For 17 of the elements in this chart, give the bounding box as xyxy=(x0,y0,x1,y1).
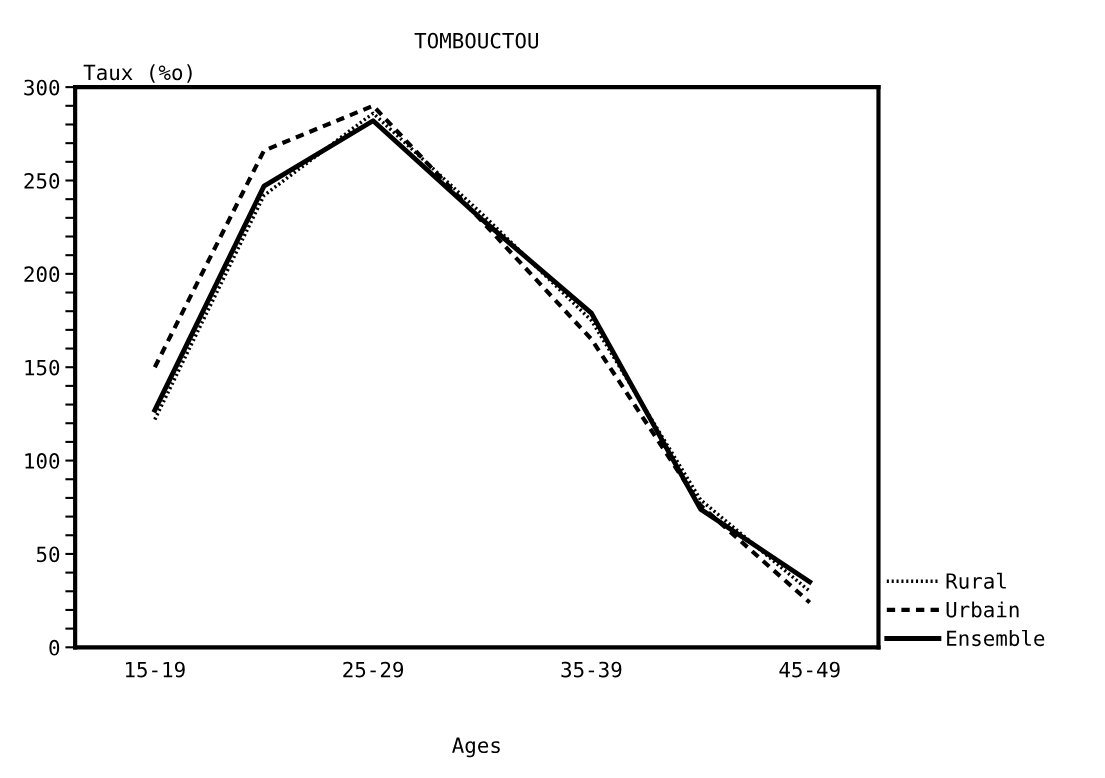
legend-label: Rural xyxy=(946,572,1006,589)
x-axis-title: Ages xyxy=(452,737,500,758)
y-tick-label: 200 xyxy=(24,266,60,283)
chart-title: TOMBOUCTOU xyxy=(414,32,539,49)
y-tick-label: 50 xyxy=(36,546,60,563)
y-tick-label: 250 xyxy=(24,173,60,189)
x-tick-label: 45-49 xyxy=(779,661,840,678)
x-tick-label: 35-39 xyxy=(561,661,622,678)
legend-label: Ensemble xyxy=(947,629,1045,647)
y-tick-label: 300 xyxy=(24,79,60,96)
x-tick-label: 25-29 xyxy=(343,661,404,678)
y-tick-label: 0 xyxy=(49,639,60,656)
y-tick-label: 150 xyxy=(25,359,60,376)
x-tick-label: 15-19 xyxy=(125,661,185,678)
y-axis-title: Taux (%o) xyxy=(83,64,192,83)
y-tick-label: 100 xyxy=(25,453,60,469)
legend-label: Urbain xyxy=(946,601,1019,618)
